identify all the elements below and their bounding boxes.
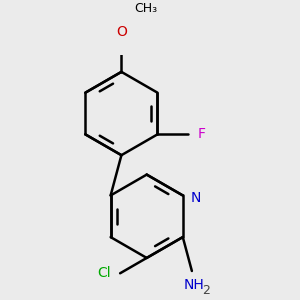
Text: F: F <box>197 128 206 141</box>
Text: 2: 2 <box>202 284 210 297</box>
Text: Cl: Cl <box>97 266 110 280</box>
Text: CH₃: CH₃ <box>134 2 157 15</box>
Text: N: N <box>191 190 201 205</box>
Text: O: O <box>116 26 127 39</box>
Text: NH: NH <box>184 278 204 292</box>
